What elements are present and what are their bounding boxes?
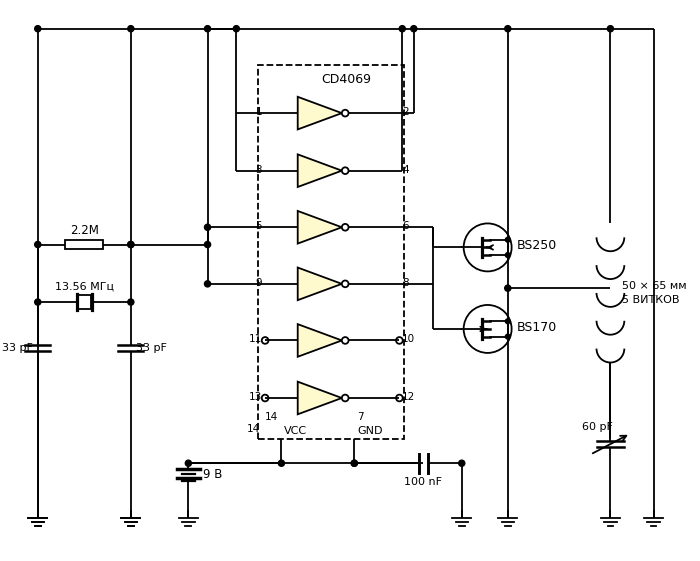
Text: 13: 13 bbox=[249, 392, 262, 402]
Circle shape bbox=[342, 167, 349, 174]
Circle shape bbox=[279, 460, 284, 466]
Text: 33 pF: 33 pF bbox=[136, 343, 167, 353]
Bar bbox=[65, 240, 104, 249]
Text: 2: 2 bbox=[402, 107, 409, 117]
Circle shape bbox=[127, 241, 134, 247]
Text: 11: 11 bbox=[249, 334, 262, 344]
Circle shape bbox=[505, 285, 511, 291]
Text: 50 × 65 мм
5 ВИТКОВ: 50 × 65 мм 5 ВИТКОВ bbox=[622, 281, 687, 305]
Circle shape bbox=[351, 460, 358, 466]
Circle shape bbox=[35, 299, 41, 305]
Polygon shape bbox=[298, 97, 342, 130]
Circle shape bbox=[399, 26, 405, 32]
Circle shape bbox=[127, 299, 134, 305]
Circle shape bbox=[351, 460, 358, 466]
Circle shape bbox=[262, 394, 269, 401]
Text: 14: 14 bbox=[247, 424, 260, 434]
Text: BS250: BS250 bbox=[517, 239, 556, 252]
Circle shape bbox=[505, 26, 511, 32]
Text: 9 В: 9 В bbox=[203, 468, 222, 481]
Circle shape bbox=[204, 26, 211, 32]
Text: 100 nF: 100 nF bbox=[405, 477, 442, 486]
Circle shape bbox=[458, 460, 465, 466]
Circle shape bbox=[204, 281, 211, 287]
Circle shape bbox=[127, 26, 134, 32]
Circle shape bbox=[204, 241, 211, 247]
Circle shape bbox=[505, 252, 510, 257]
Polygon shape bbox=[298, 381, 342, 415]
Circle shape bbox=[342, 337, 349, 344]
Circle shape bbox=[35, 241, 41, 247]
Polygon shape bbox=[298, 268, 342, 300]
Circle shape bbox=[342, 280, 349, 287]
Text: 12: 12 bbox=[402, 392, 416, 402]
Circle shape bbox=[505, 319, 510, 324]
Text: 3: 3 bbox=[256, 165, 262, 174]
Text: GND: GND bbox=[357, 426, 383, 436]
Text: 1: 1 bbox=[256, 107, 262, 117]
Polygon shape bbox=[298, 154, 342, 187]
Circle shape bbox=[262, 337, 269, 344]
Circle shape bbox=[608, 26, 613, 32]
Text: 14: 14 bbox=[265, 412, 279, 422]
Polygon shape bbox=[298, 324, 342, 357]
Circle shape bbox=[505, 237, 510, 242]
Circle shape bbox=[342, 394, 349, 401]
Text: 5: 5 bbox=[256, 221, 262, 231]
Text: BS170: BS170 bbox=[517, 320, 556, 334]
Circle shape bbox=[396, 394, 402, 401]
Circle shape bbox=[127, 241, 134, 247]
Circle shape bbox=[35, 26, 41, 32]
Circle shape bbox=[505, 334, 510, 339]
Text: 4: 4 bbox=[402, 165, 409, 174]
Circle shape bbox=[342, 224, 349, 231]
Polygon shape bbox=[298, 211, 342, 243]
Text: 8: 8 bbox=[402, 278, 409, 288]
Text: 10: 10 bbox=[402, 334, 415, 344]
Circle shape bbox=[342, 110, 349, 117]
Circle shape bbox=[396, 337, 402, 344]
Text: 2.2M: 2.2M bbox=[70, 224, 99, 237]
Text: 60 pF: 60 pF bbox=[582, 422, 612, 432]
Text: 13.56 МГц: 13.56 МГц bbox=[55, 282, 114, 292]
Text: 7: 7 bbox=[357, 412, 364, 422]
Bar bbox=[258, 65, 404, 439]
Text: 6: 6 bbox=[402, 221, 409, 231]
Circle shape bbox=[186, 460, 191, 466]
Circle shape bbox=[233, 26, 239, 32]
Text: CD4069: CD4069 bbox=[321, 73, 371, 86]
Text: 33 pF: 33 pF bbox=[2, 343, 33, 353]
Text: 9: 9 bbox=[256, 278, 262, 288]
Circle shape bbox=[204, 224, 211, 231]
Bar bbox=[78, 296, 91, 309]
Circle shape bbox=[411, 26, 416, 32]
Text: VCC: VCC bbox=[284, 426, 307, 436]
